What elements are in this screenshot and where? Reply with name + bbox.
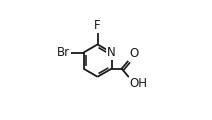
- Text: O: O: [129, 47, 138, 60]
- Text: N: N: [107, 46, 116, 59]
- Text: F: F: [94, 19, 101, 32]
- Text: Br: Br: [57, 46, 70, 59]
- Text: OH: OH: [129, 77, 147, 90]
